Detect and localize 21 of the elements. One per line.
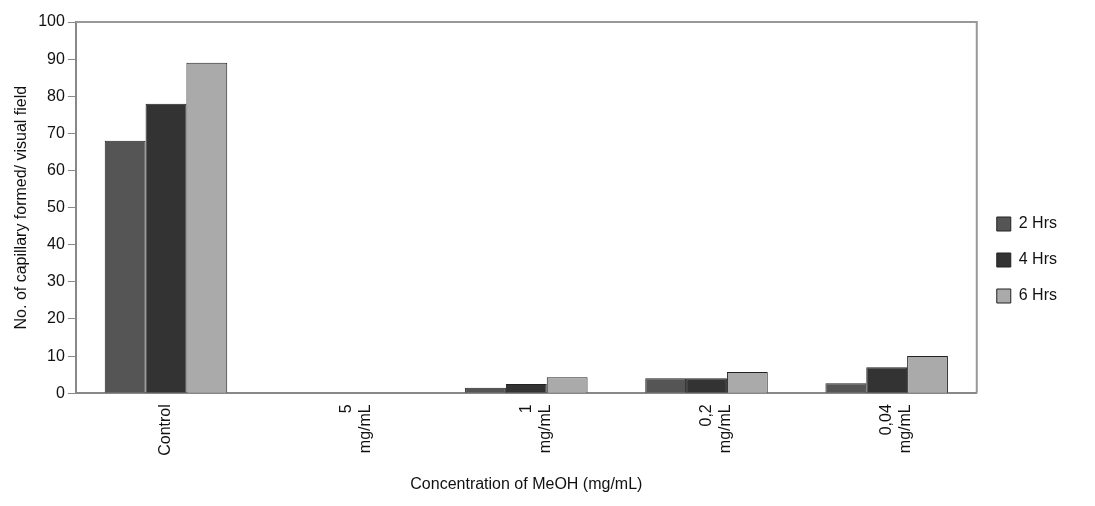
y-tick-label: 20 <box>47 309 65 327</box>
legend-label: 6 Hrs <box>1018 286 1058 304</box>
y-tick-label: 30 <box>47 272 65 290</box>
x-tick-label: Control <box>156 404 174 456</box>
x-tick-label: 0,2 mg/mL <box>696 404 734 454</box>
y-tick-label: 70 <box>47 123 65 141</box>
x-axis-title: Concentration of MeOH (mg/mL) <box>410 474 643 492</box>
y-axis-title: No. of capillary formed/ visual field <box>12 85 30 330</box>
legend-label: 2 Hrs <box>1018 214 1058 232</box>
y-tick-label: 80 <box>47 86 65 104</box>
y-tick-label: 0 <box>55 383 65 401</box>
x-tick-label: 0,04 mg/mL <box>877 404 914 454</box>
x-tick-label: 1 mg/mL <box>516 404 553 454</box>
legend-label: 4 Hrs <box>1018 250 1058 268</box>
y-tick-label: 40 <box>47 235 65 253</box>
x-tick-label: 5 mg/mL <box>336 404 373 454</box>
y-tick-label: 100 <box>38 12 65 30</box>
y-tick-label: 10 <box>47 346 65 364</box>
y-tick-label: 50 <box>47 198 65 216</box>
y-tick-label: 60 <box>47 160 65 178</box>
y-tick-label: 90 <box>47 49 65 67</box>
